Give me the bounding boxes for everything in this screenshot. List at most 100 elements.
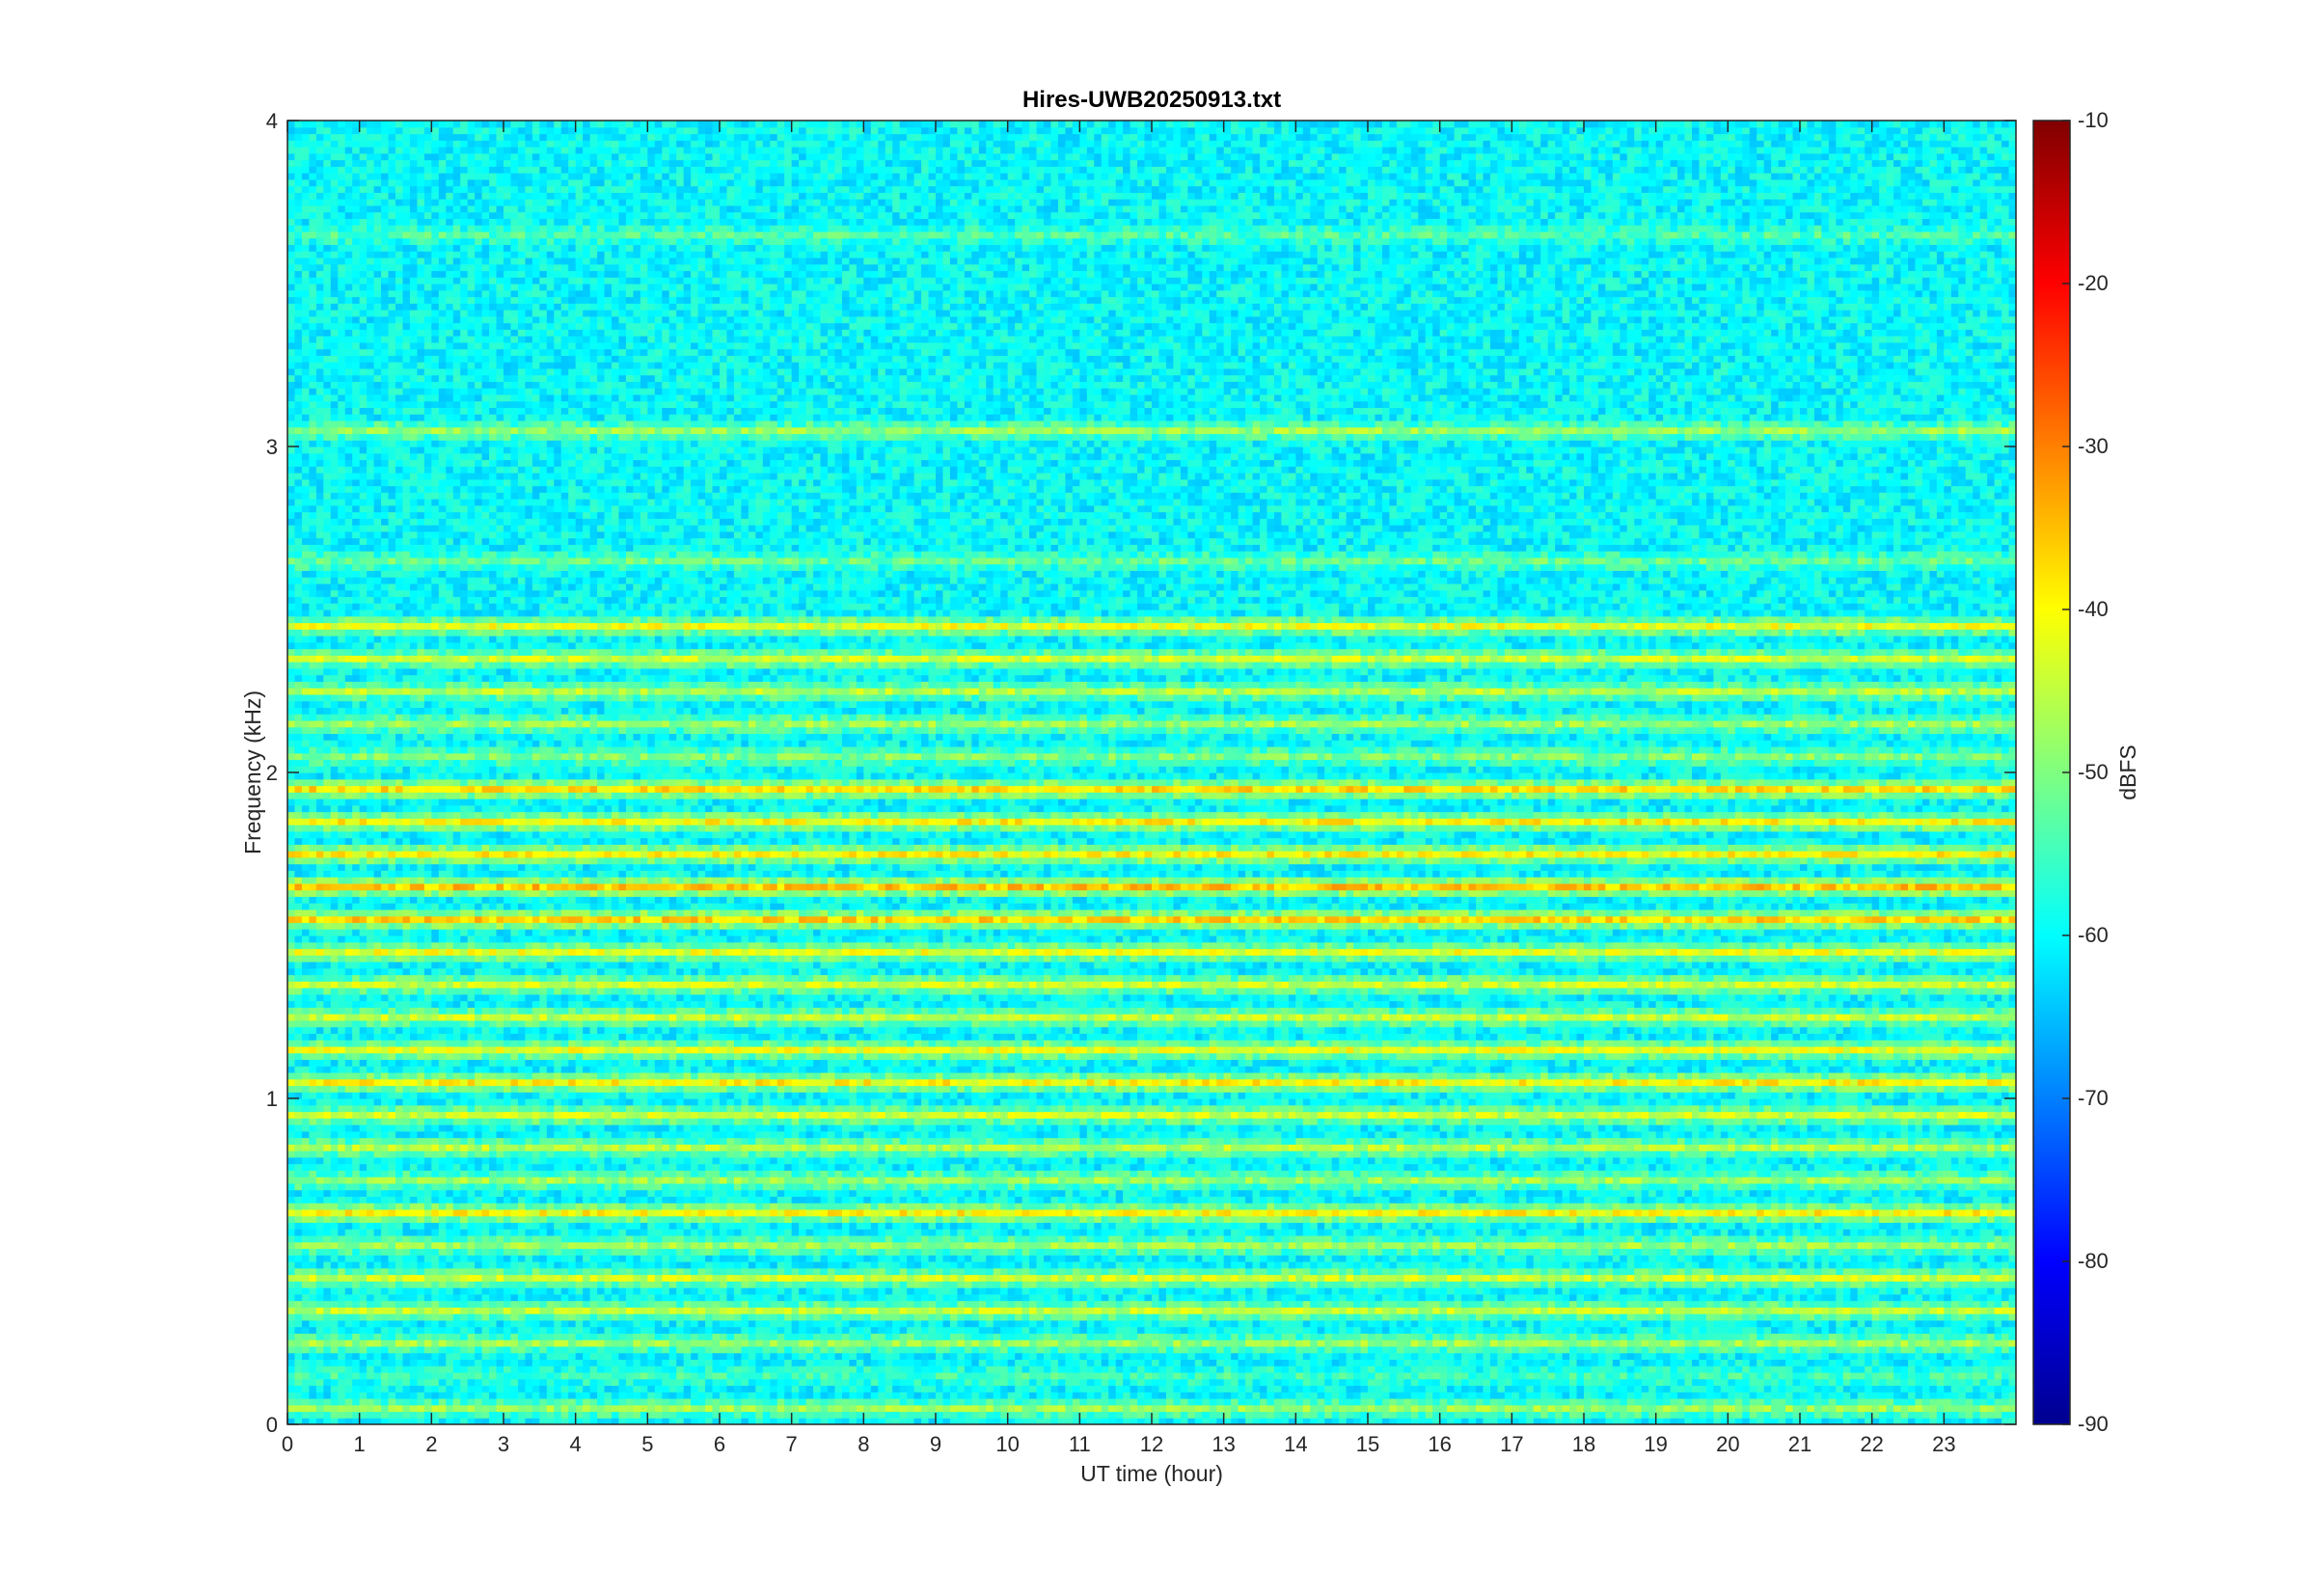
heatmap-cell <box>1620 1339 1627 1346</box>
heatmap-cell <box>424 1405 432 1412</box>
heatmap-cell <box>1403 1333 1411 1339</box>
heatmap-cell <box>1152 1379 1159 1386</box>
heatmap-cell <box>1779 1339 1786 1346</box>
heatmap-cell <box>287 1333 295 1339</box>
heatmap-cell <box>1563 1339 1570 1346</box>
heatmap-cell <box>1347 1301 1354 1308</box>
heatmap-cell <box>1281 1392 1289 1398</box>
heatmap-cell <box>367 1372 374 1379</box>
heatmap-cell <box>1266 1411 1274 1418</box>
heatmap-cell <box>1677 1346 1685 1353</box>
heatmap-cell <box>763 1301 771 1308</box>
heatmap-cell <box>1677 1307 1685 1313</box>
heatmap-cell <box>554 1372 561 1379</box>
heatmap-cell <box>792 1353 800 1360</box>
heatmap-cell <box>1497 1301 1505 1308</box>
heatmap-cell <box>1008 1353 1016 1360</box>
heatmap-cell <box>1750 1405 1757 1412</box>
heatmap-cell <box>749 1301 756 1308</box>
heatmap-cell <box>828 1372 835 1379</box>
heatmap-cell <box>1483 1398 1490 1405</box>
heatmap-cell <box>1166 1405 1174 1412</box>
heatmap-cell <box>439 1372 447 1379</box>
heatmap-cell <box>1843 1372 1851 1379</box>
heatmap-cell <box>1158 1353 1166 1360</box>
heatmap-cell <box>1548 1392 1556 1398</box>
heatmap-cell <box>1353 1313 1361 1320</box>
heatmap-cell <box>1807 1327 1814 1334</box>
heatmap-cell <box>676 1398 684 1405</box>
heatmap-cell <box>1432 1372 1440 1379</box>
heatmap-cell <box>921 1392 929 1398</box>
heatmap-cell <box>1908 1372 1916 1379</box>
heatmap-cell <box>1800 1313 1808 1320</box>
heatmap-cell <box>1879 1339 1887 1346</box>
heatmap-cell <box>1029 1353 1037 1360</box>
heatmap-cell <box>878 1359 885 1366</box>
heatmap-cell <box>1008 1385 1016 1392</box>
heatmap-cell <box>698 1307 706 1313</box>
heatmap-cell <box>957 1320 965 1327</box>
heatmap-cell <box>1022 1392 1030 1398</box>
heatmap-cell <box>561 1411 569 1418</box>
heatmap-cell <box>821 1307 829 1313</box>
heatmap-cell <box>424 1320 432 1327</box>
heatmap-cell <box>1915 1327 1922 1334</box>
heatmap-cell <box>863 1333 871 1339</box>
heatmap-cell <box>1389 1320 1397 1327</box>
heatmap-cell <box>640 1398 648 1405</box>
heatmap-cell <box>1368 1353 1375 1360</box>
heatmap-cell <box>662 1327 669 1334</box>
heatmap-cell <box>597 1379 605 1386</box>
heatmap-cell <box>799 1333 806 1339</box>
heatmap-cell <box>1029 1313 1037 1320</box>
heatmap-cell <box>1728 1405 1735 1412</box>
heatmap-cell <box>806 1346 814 1353</box>
heatmap-cell <box>1692 1353 1700 1360</box>
heatmap-cell <box>1123 1327 1130 1334</box>
heatmap-cell <box>1887 1301 1894 1308</box>
heatmap-cell <box>1195 1359 1203 1366</box>
heatmap-cell <box>957 1405 965 1412</box>
heatmap-cell <box>1821 1339 1829 1346</box>
heatmap-cell <box>2002 1379 2009 1386</box>
heatmap-cell <box>647 1307 655 1313</box>
heatmap-cell <box>554 1346 561 1353</box>
heatmap-cell <box>1339 1392 1347 1398</box>
heatmap-cell <box>821 1379 829 1386</box>
heatmap-cell <box>1497 1398 1505 1405</box>
heatmap-cell <box>1108 1405 1116 1412</box>
heatmap-cell <box>402 1392 410 1398</box>
heatmap-cell <box>1879 1327 1887 1334</box>
heatmap-cell <box>389 1405 396 1412</box>
heatmap-cell <box>734 1385 742 1392</box>
heatmap-cell <box>1807 1333 1814 1339</box>
heatmap-cell <box>539 1320 547 1327</box>
heatmap-cell <box>597 1353 605 1360</box>
heatmap-cell <box>655 1385 663 1392</box>
heatmap-cell <box>309 1313 316 1320</box>
heatmap-cell <box>1980 1353 1988 1360</box>
heatmap-cell <box>1671 1366 1678 1372</box>
heatmap-cell <box>1980 1392 1988 1398</box>
heatmap-cell <box>1490 1307 1498 1313</box>
heatmap-cell <box>475 1372 482 1379</box>
heatmap-cell <box>942 1366 950 1372</box>
heatmap-cell <box>842 1392 850 1398</box>
heatmap-cell <box>1893 1313 1901 1320</box>
heatmap-cell <box>1447 1327 1455 1334</box>
heatmap-cell <box>1483 1313 1490 1320</box>
heatmap-cell <box>1303 1301 1311 1308</box>
heatmap-cell <box>828 1392 835 1398</box>
heatmap-cell <box>1850 1359 1858 1366</box>
heatmap-cell <box>497 1405 504 1412</box>
heatmap-cell <box>1519 1313 1527 1320</box>
heatmap-cell <box>1483 1346 1490 1353</box>
heatmap-cell <box>1347 1379 1354 1386</box>
heatmap-cell <box>1591 1346 1598 1353</box>
heatmap-cell <box>1260 1405 1267 1412</box>
heatmap-cell <box>1584 1385 1592 1392</box>
heatmap-cell <box>1785 1313 1793 1320</box>
heatmap-cell <box>1613 1411 1620 1418</box>
heatmap-cell <box>878 1333 885 1339</box>
